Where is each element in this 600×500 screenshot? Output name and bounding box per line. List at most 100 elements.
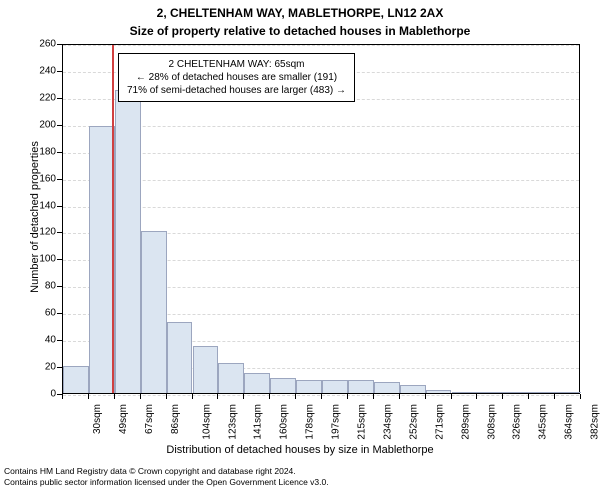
annotation-line-3: 71% of semi-detached houses are larger (… (127, 84, 346, 97)
x-tick-label: 215sqm (357, 404, 368, 440)
footer: Contains HM Land Registry data © Crown c… (4, 466, 329, 487)
x-tick-label: 326sqm (512, 404, 523, 440)
x-tick-label: 308sqm (486, 404, 497, 440)
x-tick-label: 49sqm (118, 404, 129, 434)
bar (477, 392, 503, 393)
x-axis-label: Distribution of detached houses by size … (0, 444, 600, 456)
y-tick-mark (57, 367, 62, 368)
chart-container: { "title": { "address": "2, CHELTENHAM W… (0, 0, 600, 500)
x-tick-label: 178sqm (305, 404, 316, 440)
y-tick-mark (57, 71, 62, 72)
y-tick-label: 260 (39, 39, 56, 50)
bar (218, 363, 244, 393)
x-tick-mark (451, 394, 452, 399)
bar (167, 322, 193, 393)
x-tick-mark (62, 394, 63, 399)
y-tick-mark (57, 125, 62, 126)
y-tick-label: 180 (39, 146, 56, 157)
annotation-line-1: 2 CHELTENHAM WAY: 65sqm (127, 58, 346, 71)
y-tick-label: 20 (45, 362, 56, 373)
y-tick-mark (57, 98, 62, 99)
y-tick-label: 200 (39, 119, 56, 130)
bar (400, 385, 426, 393)
x-tick-mark (217, 394, 218, 399)
x-tick-mark (502, 394, 503, 399)
x-tick-mark (114, 394, 115, 399)
bar (529, 392, 555, 393)
x-tick-label: 197sqm (331, 404, 342, 440)
x-tick-mark (399, 394, 400, 399)
x-tick-label: 271sqm (434, 404, 445, 440)
bar (426, 390, 452, 393)
y-tick-label: 160 (39, 173, 56, 184)
bar (322, 380, 348, 393)
marker-line (112, 45, 114, 393)
annotation-box: 2 CHELTENHAM WAY: 65sqm ← 28% of detache… (118, 53, 355, 102)
chart-title-address: 2, CHELTENHAM WAY, MABLETHORPE, LN12 2AX (0, 6, 600, 20)
x-tick-label: 382sqm (590, 404, 600, 440)
x-tick-mark (554, 394, 555, 399)
bar (244, 373, 270, 393)
y-tick-label: 120 (39, 227, 56, 238)
y-tick-mark (57, 340, 62, 341)
bar (270, 378, 296, 393)
y-tick-mark (57, 259, 62, 260)
x-tick-label: 141sqm (253, 404, 264, 440)
footer-line-1: Contains HM Land Registry data © Crown c… (4, 466, 329, 477)
x-tick-mark (243, 394, 244, 399)
x-tick-label: 345sqm (538, 404, 549, 440)
x-tick-label: 364sqm (564, 404, 575, 440)
chart-subtitle: Size of property relative to detached ho… (0, 24, 600, 38)
x-tick-mark (269, 394, 270, 399)
bar (115, 90, 141, 393)
x-tick-label: 123sqm (227, 404, 238, 440)
y-tick-label: 60 (45, 308, 56, 319)
y-tick-label: 240 (39, 65, 56, 76)
footer-line-2: Contains public sector information licen… (4, 477, 329, 488)
x-tick-label: 252sqm (408, 404, 419, 440)
y-tick-mark (57, 179, 62, 180)
y-tick-label: 140 (39, 200, 56, 211)
bar (141, 231, 167, 393)
bar (555, 392, 581, 393)
bar (63, 366, 89, 393)
x-tick-label: 289sqm (460, 404, 471, 440)
x-tick-mark (295, 394, 296, 399)
x-tick-label: 234sqm (382, 404, 393, 440)
y-tick-mark (57, 206, 62, 207)
x-tick-mark (347, 394, 348, 399)
x-tick-label: 67sqm (144, 404, 155, 434)
x-tick-mark (528, 394, 529, 399)
x-tick-mark (321, 394, 322, 399)
x-tick-label: 160sqm (279, 404, 290, 440)
bar (348, 380, 374, 393)
x-tick-mark (425, 394, 426, 399)
y-tick-mark (57, 313, 62, 314)
x-tick-label: 30sqm (92, 404, 103, 434)
y-tick-label: 100 (39, 254, 56, 265)
bar (374, 382, 400, 393)
bar (452, 392, 478, 393)
plot-area: 2 CHELTENHAM WAY: 65sqm ← 28% of detache… (62, 44, 580, 394)
x-tick-mark (580, 394, 581, 399)
x-tick-mark (373, 394, 374, 399)
x-tick-mark (476, 394, 477, 399)
x-tick-mark (192, 394, 193, 399)
y-tick-mark (57, 152, 62, 153)
gridline (63, 45, 579, 46)
y-tick-label: 40 (45, 335, 56, 346)
x-tick-mark (140, 394, 141, 399)
y-tick-label: 220 (39, 92, 56, 103)
annotation-line-2: ← 28% of detached houses are smaller (19… (127, 71, 346, 84)
y-tick-label: 0 (50, 389, 56, 400)
x-tick-label: 104sqm (201, 404, 212, 440)
bar (296, 380, 322, 393)
x-tick-label: 86sqm (170, 404, 181, 434)
x-tick-mark (88, 394, 89, 399)
y-tick-mark (57, 232, 62, 233)
y-tick-mark (57, 286, 62, 287)
bar (503, 392, 529, 393)
x-tick-mark (166, 394, 167, 399)
y-tick-label: 80 (45, 281, 56, 292)
bar (193, 346, 219, 393)
